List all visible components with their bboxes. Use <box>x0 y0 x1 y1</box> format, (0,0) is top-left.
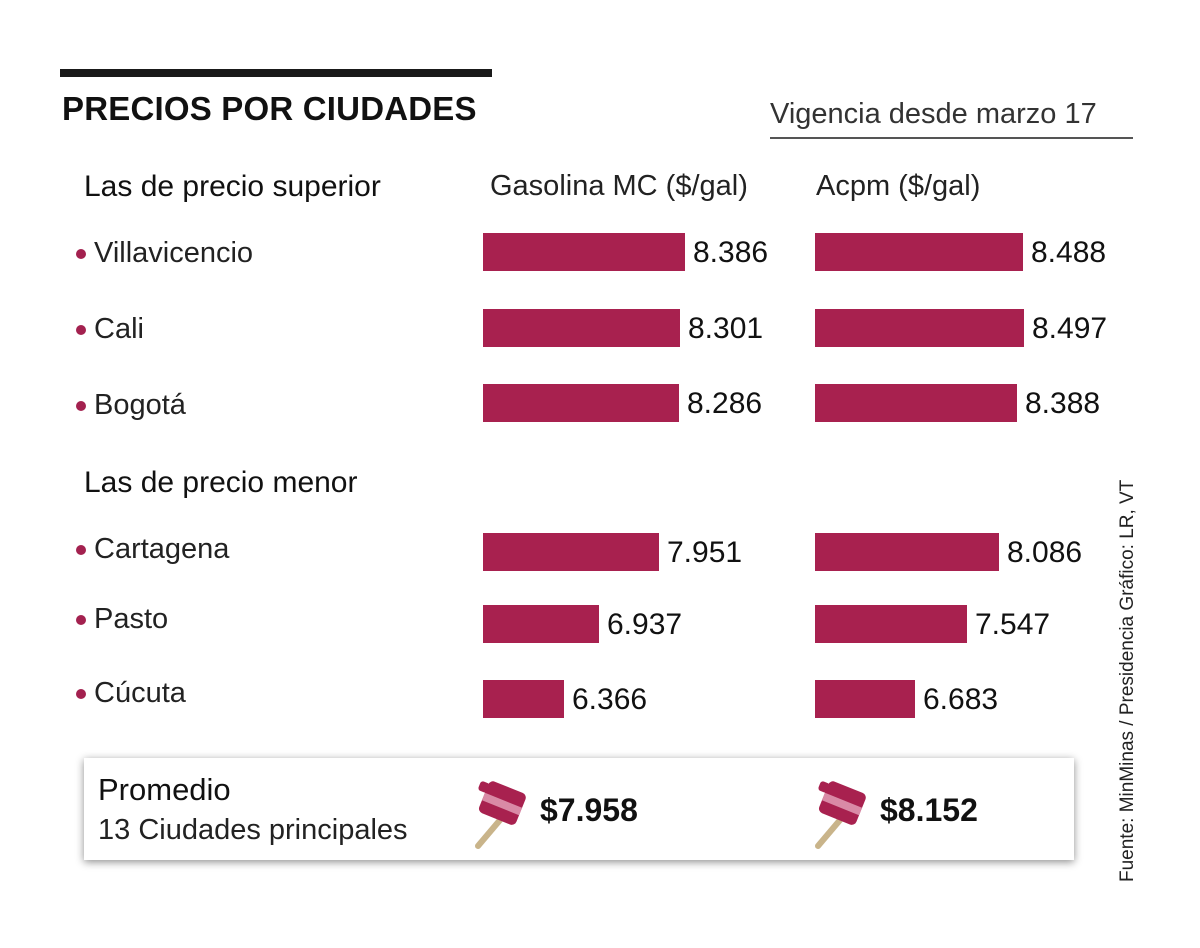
city-name: Cartagena <box>94 533 230 565</box>
bar-acpm <box>815 309 1024 347</box>
value-label: 8.286 <box>687 387 763 420</box>
value-label: 7.547 <box>975 608 1051 641</box>
value-label: 8.388 <box>1025 387 1101 420</box>
bullet-icon <box>76 544 86 555</box>
city-label: Villavicencio <box>76 237 253 270</box>
average-title: Promedio <box>98 772 231 807</box>
value-label: 6.683 <box>923 683 999 716</box>
column-header-gasolina: Gasolina MC ($/gal) <box>490 170 748 202</box>
bar-acpm <box>815 384 1017 422</box>
bullet-icon <box>76 400 86 411</box>
bar-gasolina <box>483 533 659 571</box>
average-box: Promedio 13 Ciudades principales $7.958 … <box>84 758 1074 860</box>
average-subtitle: 13 Ciudades principales <box>98 814 408 846</box>
average-acpm: $8.152 <box>880 792 978 828</box>
bar-acpm <box>815 605 967 643</box>
bullet-icon <box>76 614 86 625</box>
city-name: Cali <box>94 313 144 345</box>
bar-gasolina <box>483 680 564 718</box>
city-label: Cali <box>76 313 144 346</box>
fuel-pump-nozzle-icon <box>475 781 526 849</box>
section-superior: Las de precio superior <box>84 170 381 203</box>
city-name: Pasto <box>94 603 169 635</box>
city-label: Bogotá <box>76 389 186 422</box>
city-label: Cartagena <box>76 533 229 566</box>
value-label: 6.366 <box>572 683 648 716</box>
bullet-icon <box>76 688 86 699</box>
section-menor: Las de precio menor <box>84 466 358 499</box>
city-label: Pasto <box>76 603 168 636</box>
bar-gasolina <box>483 384 679 422</box>
bar-gasolina <box>483 605 599 643</box>
city-label: Cúcuta <box>76 677 186 710</box>
chart-title: PRECIOS POR CIUDADES <box>62 90 477 127</box>
bar-acpm <box>815 680 915 718</box>
source-credit: Fuente: MinMinas / Presidencia Gráfico: … <box>1117 479 1138 882</box>
bar-acpm <box>815 533 999 571</box>
value-label: 6.937 <box>607 608 683 641</box>
value-label: 8.086 <box>1007 536 1083 569</box>
value-label: 8.497 <box>1032 312 1108 345</box>
bar-acpm <box>815 233 1023 271</box>
value-label: 8.301 <box>688 312 764 345</box>
fuel-pump-nozzle-icon <box>815 781 866 849</box>
bullet-icon <box>76 324 86 335</box>
city-name: Bogotá <box>94 389 186 421</box>
bullet-icon <box>76 248 86 259</box>
average-gasolina: $7.958 <box>540 792 638 828</box>
bar-gasolina <box>483 233 685 271</box>
chart-subtitle: Vigencia desde marzo 17 <box>770 98 1097 130</box>
value-label: 8.488 <box>1031 236 1107 269</box>
column-header-acpm: Acpm ($/gal) <box>816 170 981 202</box>
subtitle-underline <box>770 137 1133 139</box>
top-rule <box>60 69 492 77</box>
bar-gasolina <box>483 309 680 347</box>
city-name: Cúcuta <box>94 677 186 709</box>
city-name: Villavicencio <box>94 237 254 269</box>
value-label: 7.951 <box>667 536 743 569</box>
value-label: 8.386 <box>693 236 769 269</box>
